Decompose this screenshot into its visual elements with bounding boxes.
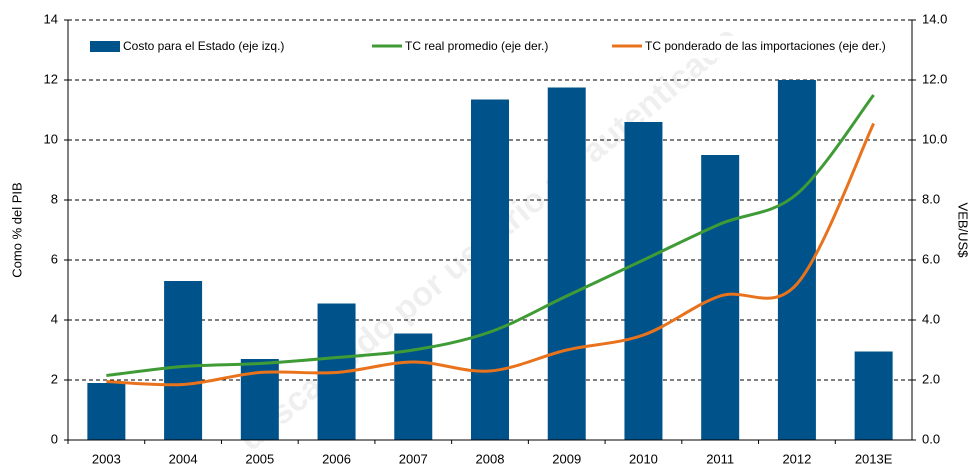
line <box>106 122 875 387</box>
legend-label: Costo para el Estado (eje izq.) <box>123 39 284 53</box>
line <box>106 94 875 377</box>
y-tick-label: 2 <box>51 371 58 386</box>
bar <box>777 80 816 440</box>
legend-label: TC ponderado de las importaciones (eje d… <box>645 39 886 53</box>
bar <box>547 87 586 440</box>
y-tick-label: 4 <box>51 311 58 326</box>
y2-tick-label: 10.0 <box>922 131 947 146</box>
y-tick-label: 14 <box>44 11 58 26</box>
y2-tick-label: 2.0 <box>922 371 940 386</box>
x-tick-label: 2003 <box>92 451 121 466</box>
y2-axis-label: VEB/US$ <box>956 203 971 259</box>
y-tick-label: 0 <box>51 431 58 446</box>
bar <box>164 281 203 440</box>
x-tick-label: 2012 <box>782 451 811 466</box>
x-tick-label: 2008 <box>476 451 505 466</box>
x-tick-label: 2004 <box>169 451 198 466</box>
y2-tick-label: 14.0 <box>922 11 947 26</box>
y-tick-label: 8 <box>51 191 58 206</box>
y2-tick-label: 4.0 <box>922 311 940 326</box>
x-tick-label: 2010 <box>629 451 658 466</box>
bar <box>87 383 126 440</box>
y-axis-label: Como % del PIB <box>9 182 24 277</box>
y2-tick-label: 6.0 <box>922 251 940 266</box>
y-tick-label: 10 <box>44 131 58 146</box>
bar <box>471 99 509 440</box>
bar <box>624 122 663 440</box>
x-tick-label: 2011 <box>706 451 734 466</box>
y2-tick-label: 12.0 <box>922 71 947 86</box>
x-tick-label: 2006 <box>322 451 351 466</box>
legend-label: TC real promedio (eje der.) <box>405 39 548 53</box>
legend: Costo para el Estado (eje izq.) TC real p… <box>85 36 905 58</box>
y2-tick-label: 8.0 <box>922 191 940 206</box>
x-tick-label: 2013E <box>855 451 893 466</box>
x-tick-label: 2005 <box>245 451 274 466</box>
y-tick-label: 12 <box>44 71 58 86</box>
bar <box>854 351 893 440</box>
legend-background <box>85 36 905 58</box>
y-tick-label: 6 <box>51 251 58 266</box>
x-tick-label: 2009 <box>552 451 581 466</box>
y2-tick-label: 0.0 <box>922 431 940 446</box>
legend-swatch <box>90 41 120 52</box>
x-tick-label: 2007 <box>399 451 428 466</box>
